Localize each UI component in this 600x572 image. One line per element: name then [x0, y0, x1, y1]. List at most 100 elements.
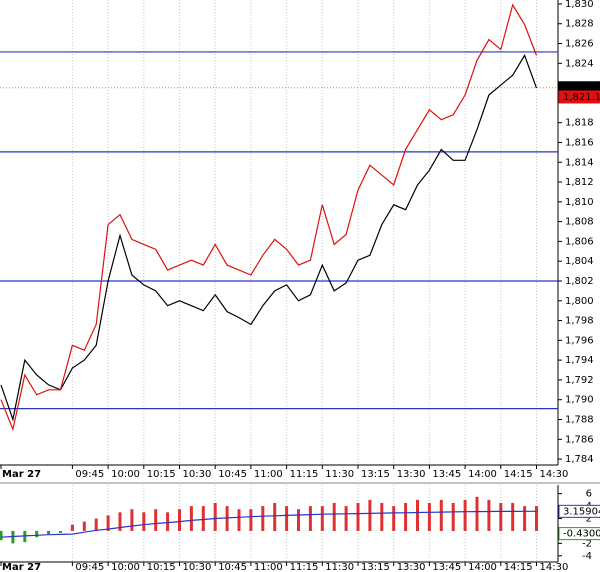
bar: [213, 503, 217, 531]
bar: [475, 496, 479, 531]
x-tick-label: 13:15: [361, 469, 390, 480]
x-tick-label: 14:30: [540, 469, 569, 480]
x-tick-label: 11:30: [325, 469, 354, 480]
bar: [201, 506, 205, 531]
bar: [178, 509, 181, 531]
x-tick-label: Mar 27: [2, 469, 41, 480]
y-tick-label: 1,828: [565, 19, 594, 30]
y-tick-label: 6: [586, 489, 592, 500]
bar: [487, 499, 491, 531]
x-tick-label: 14:15: [504, 562, 533, 572]
y-tick-label: 1,830: [565, 0, 594, 10]
x-tick-label: 10:45: [218, 562, 247, 572]
bar: [47, 530, 51, 535]
x-tick-label: 09:45: [75, 469, 104, 480]
bar: [427, 503, 431, 531]
price-tag-label: -0.43005: [563, 529, 600, 540]
bar: [392, 506, 396, 531]
x-tick-label: 14:15: [504, 469, 533, 480]
bar: [82, 521, 86, 531]
y-tick-label: 1,806: [565, 236, 594, 247]
price-tag-label: 3.15904: [563, 506, 600, 517]
y-tick-label: 1,796: [565, 335, 594, 346]
y-tick-label: 1,818: [565, 118, 594, 129]
bar: [332, 503, 336, 531]
bar: [237, 509, 241, 531]
bar: [154, 509, 158, 531]
bar: [94, 518, 98, 531]
bar: [35, 530, 39, 538]
y-tick-label: 1,790: [565, 395, 594, 406]
bar: [356, 503, 360, 531]
x-tick-label: 13:15: [361, 562, 390, 572]
x-tick-label: 11:15: [290, 562, 319, 572]
series-line: [0, 510, 537, 538]
bar: [368, 499, 372, 531]
x-tick-label: 10:00: [111, 469, 140, 480]
y-tick-label: 1,804: [565, 256, 594, 267]
series-line: [0, 3, 538, 432]
x-tick-label: 11:00: [254, 562, 283, 572]
x-tick-label: 14:00: [468, 469, 497, 480]
y-tick-label: 1,800: [565, 296, 594, 307]
bar: [511, 503, 515, 531]
bar: [404, 503, 408, 531]
x-tick-label: 13:45: [432, 469, 461, 480]
bar: [416, 499, 419, 531]
y-tick-label: 1,824: [565, 58, 594, 69]
y-tick-label: 1,826: [565, 39, 594, 50]
bar: [344, 506, 348, 531]
x-tick-label: 10:15: [147, 469, 176, 480]
bar: [523, 506, 527, 531]
bar: [70, 524, 74, 531]
y-tick-label: 1,794: [565, 355, 594, 366]
x-tick-label: 13:45: [432, 562, 461, 572]
bar: [249, 509, 253, 531]
price-tag: [558, 90, 600, 104]
price-tag-label: 1,821.1: [563, 92, 600, 103]
x-tick-label: 10:30: [183, 562, 212, 572]
bar: [308, 506, 312, 531]
x-tick-label: 13:30: [397, 469, 426, 480]
x-tick-label: 10:45: [218, 469, 247, 480]
x-tick-label: 09:45: [75, 562, 104, 572]
x-tick-label: 10:30: [183, 469, 212, 480]
bar: [380, 503, 384, 531]
x-tick-label: Mar 27: [2, 562, 41, 572]
y-tick-label: 1,814: [565, 157, 594, 168]
bar: [118, 512, 122, 531]
y-tick-label: 1,798: [565, 316, 594, 327]
bar: [451, 503, 455, 531]
y-tick-label: 1,812: [565, 177, 594, 188]
bar: [106, 515, 110, 531]
price-tag: [558, 527, 600, 541]
bar: [499, 503, 503, 531]
bar: [225, 506, 229, 531]
bar: [23, 530, 27, 543]
bar: [297, 509, 300, 531]
bar: [59, 530, 62, 533]
bar: [261, 506, 265, 531]
bar: [535, 506, 538, 531]
y-tick-label: 1,788: [565, 414, 594, 425]
x-tick-label: 14:30: [540, 562, 569, 572]
x-tick-label: 10:00: [111, 562, 140, 572]
y-tick-label: 1,808: [565, 217, 594, 228]
x-tick-label: 10:15: [147, 562, 176, 572]
bar: [142, 512, 146, 531]
bar: [189, 506, 193, 531]
bar: [463, 499, 467, 531]
x-tick-label: 11:00: [254, 469, 283, 480]
price-tag: [558, 504, 600, 518]
y-tick-label: 1,784: [565, 454, 594, 465]
y-tick-label: 2: [586, 514, 592, 525]
bar: [166, 512, 170, 531]
x-tick-label: 11:15: [290, 469, 319, 480]
bar: [130, 509, 134, 531]
bar: [273, 503, 277, 531]
bar: [0, 530, 3, 541]
y-tick-label: 1,810: [565, 197, 594, 208]
x-tick-label: 13:30: [397, 562, 426, 572]
